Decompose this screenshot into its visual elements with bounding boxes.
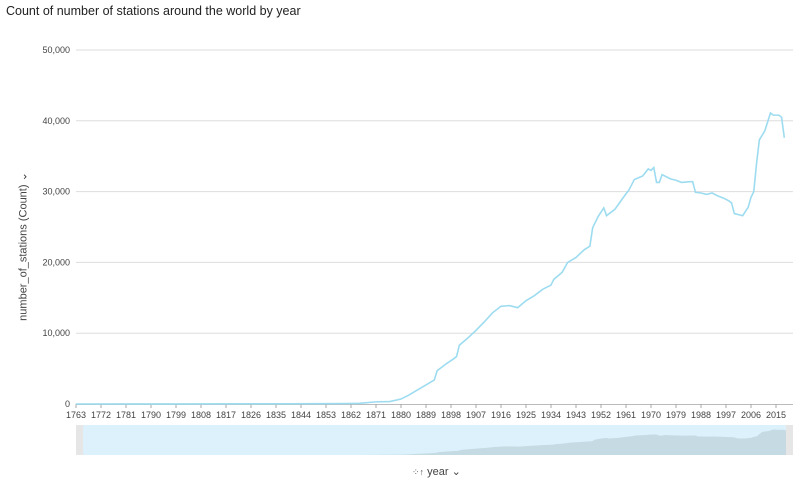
chart-title: Count of number of stations around the w… — [6, 4, 301, 18]
x-tick-label: 1934 — [541, 410, 561, 420]
x-tick-label: 1907 — [466, 410, 486, 420]
x-axis-label-text: year — [427, 466, 449, 478]
x-tick-label: 1790 — [141, 410, 161, 420]
x-tick-label: 1808 — [191, 410, 211, 420]
sort-icon: ⁘↑ — [412, 467, 425, 477]
x-tick-label: 1943 — [566, 410, 586, 420]
x-tick-label: 1817 — [216, 410, 236, 420]
x-tick-label: 1844 — [291, 410, 311, 420]
x-tick-label: 1961 — [616, 410, 636, 420]
chevron-down-icon: ⌄ — [451, 466, 461, 478]
x-tick-label: 1979 — [666, 410, 686, 420]
x-tick-label: 1988 — [691, 410, 711, 420]
y-tick-label: 20,000 — [42, 257, 70, 267]
x-tick-label: 1898 — [441, 410, 461, 420]
x-axis-label[interactable]: ⁘↑ year ⌄ — [412, 465, 461, 478]
x-tick-label: 1799 — [166, 410, 186, 420]
x-tick-label: 1862 — [341, 410, 361, 420]
x-tick-label: 2015 — [766, 410, 786, 420]
x-tick-label: 1835 — [266, 410, 286, 420]
x-tick-label: 1970 — [641, 410, 661, 420]
y-tick-label: 30,000 — [42, 187, 70, 197]
x-tick-label: 1997 — [716, 410, 736, 420]
x-tick-label: 1871 — [366, 410, 386, 420]
series-line — [75, 111, 786, 405]
y-tick-label: 10,000 — [42, 328, 70, 338]
range-area — [76, 429, 788, 455]
x-tick-label: 1853 — [316, 410, 336, 420]
x-tick-label: 1772 — [91, 410, 111, 420]
x-tick-label: 1925 — [516, 410, 536, 420]
y-tick-label: 50,000 — [42, 45, 70, 55]
x-tick-label: 1763 — [66, 410, 86, 420]
x-tick-label: 1889 — [416, 410, 436, 420]
x-tick-label: 1826 — [241, 410, 261, 420]
x-tick-label: 1916 — [491, 410, 511, 420]
x-tick-label: 1952 — [591, 410, 611, 420]
y-tick-label: 0 — [65, 399, 70, 409]
x-tick-label: 1880 — [391, 410, 411, 420]
range-handle-left[interactable] — [76, 425, 83, 455]
x-tick-label: 2006 — [741, 410, 761, 420]
x-tick-label: 1781 — [116, 410, 136, 420]
range-handle-right[interactable] — [786, 425, 793, 455]
y-tick-label: 40,000 — [42, 116, 70, 126]
